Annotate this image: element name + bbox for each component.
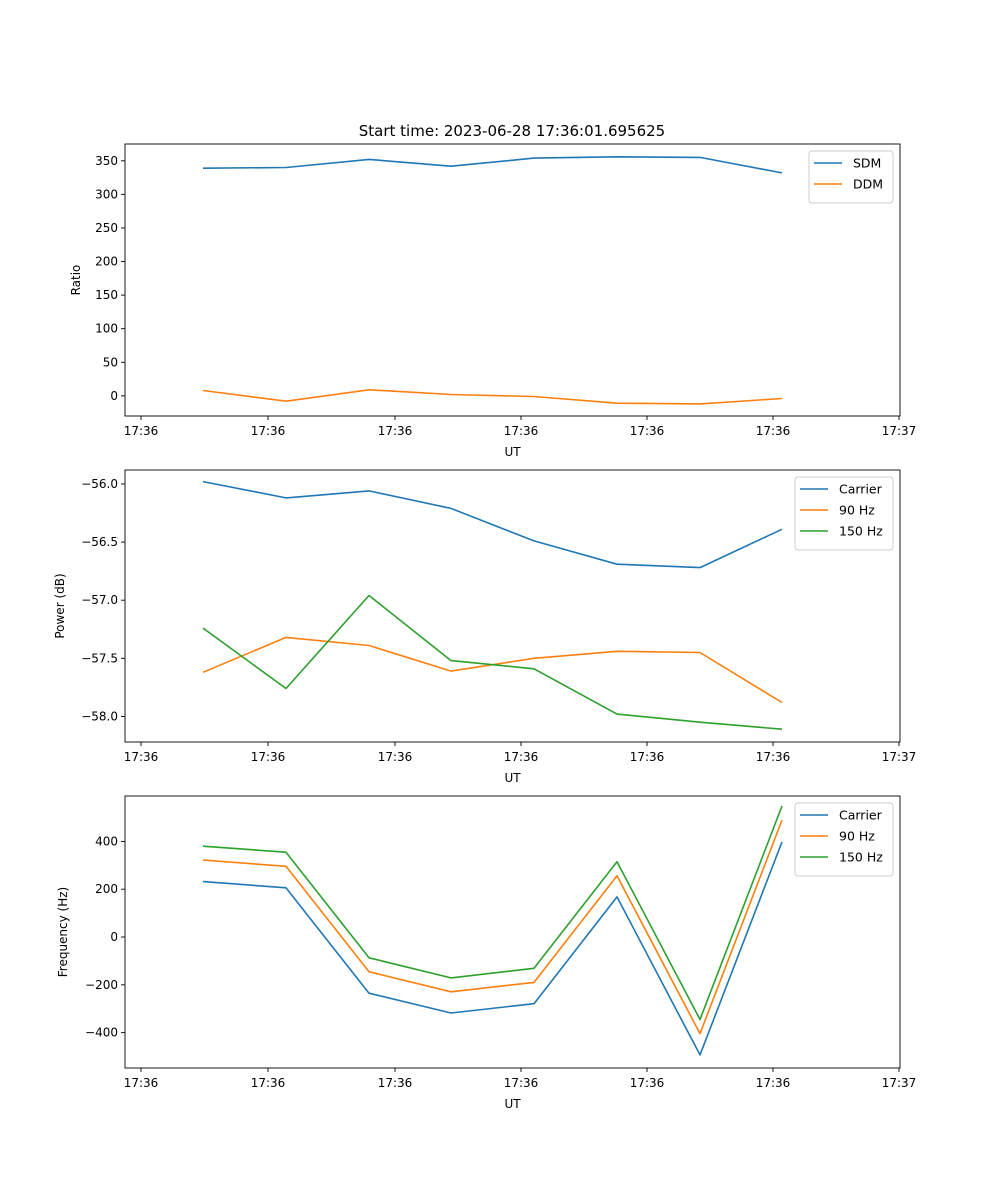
- frequency-legend-label: 90 Hz: [839, 829, 875, 844]
- frequency-axes-frame: [124, 795, 901, 1069]
- frequency-x-tick-label: 17:36: [378, 1076, 413, 1090]
- power-y-tick-label: −56.0: [81, 477, 118, 491]
- power-x-tick-label: 17:36: [630, 750, 665, 764]
- figure-title: Start time: 2023-06-28 17:36:01.695625: [359, 122, 665, 140]
- ratio-series-line-sdm: [202, 156, 783, 174]
- frequency-series-line-150-hz: [202, 805, 783, 1021]
- ratio-y-tick-label: 250: [95, 221, 118, 235]
- power-y-axis-label: Power (dB): [53, 573, 67, 638]
- power-legend-label: 150 Hz: [839, 524, 883, 539]
- ratio-panel: 17:36 17:36 17:36 17:36 17:36 17:36 17:37 0 50 10…: [69, 143, 917, 459]
- power-legend-label: Carrier: [839, 482, 883, 497]
- power-axes-frame: [124, 469, 901, 743]
- power-y-tick-label: −57.5: [81, 651, 118, 665]
- frequency-series-line-carrier: [202, 841, 783, 1056]
- ratio-legend-label: SDM: [853, 156, 881, 171]
- ratio-x-tick-label: 17:36: [251, 424, 286, 438]
- power-x-tick-label: 17:36: [756, 750, 791, 764]
- ratio-x-tick-label: 17:37: [882, 424, 917, 438]
- power-x-axis-label: UT: [504, 771, 521, 785]
- ratio-x-tick-label: 17:36: [378, 424, 413, 438]
- ratio-x-tick-label: 17:36: [756, 424, 791, 438]
- ratio-axes-frame: [124, 143, 901, 417]
- frequency-panel: 17:36 17:36 17:36 17:36 17:36 17:36 17:37 −400 −…: [56, 795, 917, 1111]
- ratio-y-tick-label: 350: [95, 154, 118, 168]
- frequency-x-tick-label: 17:36: [124, 1076, 159, 1090]
- power-x-tick-label: 17:37: [882, 750, 917, 764]
- power-x-tick-label: 17:36: [251, 750, 286, 764]
- frequency-y-tick-label: −400: [85, 1026, 118, 1040]
- ratio-y-tick-label: 200: [95, 255, 118, 269]
- frequency-x-tick-label: 17:36: [504, 1076, 539, 1090]
- ratio-series-line-ddm: [202, 388, 783, 405]
- ratio-x-tick-label: 17:36: [124, 424, 159, 438]
- frequency-legend-label: 150 Hz: [839, 850, 883, 865]
- ratio-x-tick-label: 17:36: [630, 424, 665, 438]
- power-series-line-150-hz: [202, 594, 783, 730]
- frequency-x-tick-label: 17:36: [756, 1076, 791, 1090]
- frequency-series-line-90-hz: [202, 819, 783, 1035]
- power-series-line-carrier: [202, 480, 783, 569]
- frequency-x-tick-label: 17:37: [882, 1076, 917, 1090]
- power-x-tick-label: 17:36: [504, 750, 539, 764]
- frequency-x-tick-label: 17:36: [251, 1076, 286, 1090]
- ratio-y-tick-label: 50: [103, 355, 118, 369]
- frequency-x-axis-label: UT: [504, 1097, 521, 1111]
- power-panel: 17:36 17:36 17:36 17:36 17:36 17:36 17:37 −56.0…: [53, 469, 917, 785]
- ratio-y-tick-label: 100: [95, 322, 118, 336]
- ratio-y-tick-label: 0: [110, 389, 118, 403]
- power-y-tick-label: −57.0: [81, 593, 118, 607]
- frequency-y-tick-label: 200: [95, 882, 118, 896]
- power-x-tick-label: 17:36: [378, 750, 413, 764]
- power-y-tick-label: −58.0: [81, 709, 118, 723]
- ratio-legend-box: [808, 150, 894, 204]
- ratio-y-tick-label: 150: [95, 288, 118, 302]
- frequency-x-tick-label: 17:36: [630, 1076, 665, 1090]
- ratio-y-tick-label: 300: [95, 187, 118, 201]
- ratio-legend-label: DDM: [853, 177, 883, 192]
- power-x-tick-label: 17:36: [124, 750, 159, 764]
- frequency-y-tick-label: 400: [95, 834, 118, 848]
- frequency-y-tick-label: 0: [110, 930, 118, 944]
- ratio-x-tick-label: 17:36: [504, 424, 539, 438]
- frequency-y-tick-label: −200: [85, 978, 118, 992]
- ratio-x-axis-label: UT: [504, 445, 521, 459]
- power-y-tick-label: −56.5: [81, 535, 118, 549]
- power-legend-label: 90 Hz: [839, 503, 875, 518]
- ratio-y-axis-label: Ratio: [69, 265, 83, 296]
- frequency-legend-label: Carrier: [839, 808, 883, 823]
- frequency-y-axis-label: Frequency (Hz): [56, 887, 70, 978]
